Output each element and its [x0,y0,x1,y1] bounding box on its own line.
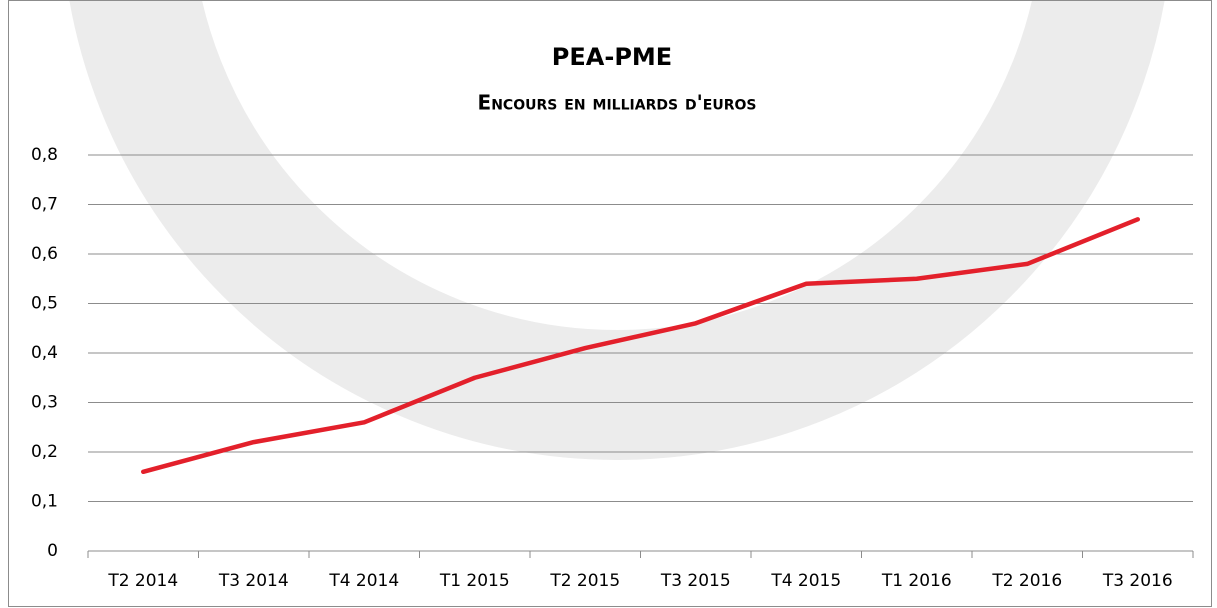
x-tick-label: T3 2014 [218,571,289,591]
y-tick-label: 0,1 [31,492,58,512]
chart-title: PEA-PME [552,43,672,71]
y-tick-label: 0 [47,541,58,561]
y-tick-label: 0,5 [31,294,58,314]
data-line [141,217,1140,475]
x-tick-label: T2 2015 [549,571,620,591]
x-tick-label: T4 2015 [770,571,841,591]
y-tick-label: 0,8 [31,145,58,165]
y-tick-label: 0,7 [31,195,58,215]
chart-border [8,0,1212,607]
y-tick-label: 0,2 [31,442,58,462]
x-tick-label: T1 2016 [881,571,952,591]
watermark [69,0,1165,460]
x-tick-label: T2 2016 [991,571,1062,591]
x-tick-label: T3 2015 [660,571,731,591]
x-tick-label: T2 2014 [107,571,178,591]
chart-subtitle: Encours en milliards d'euros [478,91,757,115]
y-tick-label: 0,3 [31,393,58,413]
x-tick-label: T3 2016 [1102,571,1173,591]
y-tick-label: 0,4 [31,343,58,363]
x-tick-label: T4 2014 [328,571,399,591]
x-tick-label: T1 2015 [439,571,510,591]
y-tick-label: 0,6 [31,244,58,264]
